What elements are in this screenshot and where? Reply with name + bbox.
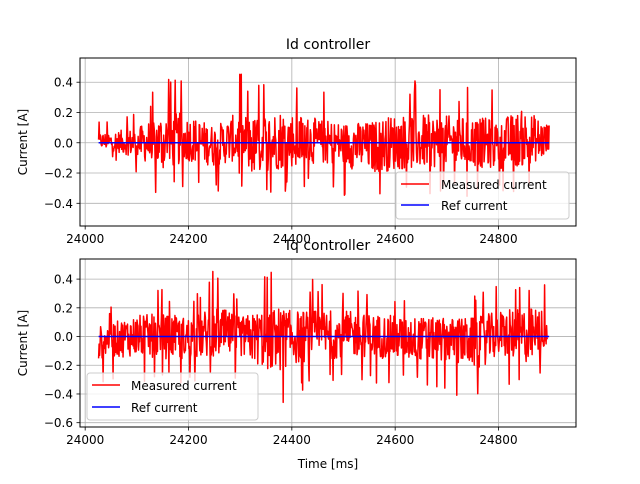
legend: Measured current Ref current [86, 372, 259, 421]
y-axis-label: Current [A] [16, 109, 30, 175]
legend: Measured current Ref current [395, 171, 570, 220]
x-tick-label: 24600 [376, 232, 414, 246]
measured-current-line [97, 73, 550, 197]
iq-controller-plot: 24000 24200 24400 24600 24800 0.4 0.2 0.0 −0.2 −0… [16, 238, 577, 471]
x-tick-label: 24000 [66, 232, 104, 246]
plot-title: Iq controller [286, 238, 370, 254]
data-lines [97, 270, 550, 404]
y-axis-label: Current [A] [16, 310, 30, 376]
plot-title: Id controller [286, 37, 370, 53]
legend-ref-label: Ref current [131, 401, 198, 415]
x-tick-label: 24000 [66, 433, 104, 447]
x-tick-label: 24800 [479, 232, 517, 246]
y-tick-label: −0.4 [44, 387, 73, 401]
y-tick-label: −0.2 [44, 167, 73, 181]
x-tick-label: 24200 [169, 433, 207, 447]
x-tick-label: 24600 [376, 433, 414, 447]
legend-ref-label: Ref current [441, 199, 508, 213]
y-tick-label: 0.0 [54, 330, 73, 344]
y-tick-label: 0.4 [54, 76, 73, 90]
axes-frame [79, 258, 577, 428]
measured-current-line [97, 270, 549, 404]
axes-frame [79, 57, 577, 227]
y-tick-label: −0.4 [44, 197, 73, 211]
x-tick-label: 24400 [273, 232, 311, 246]
x-tick-label: 24400 [273, 433, 311, 447]
x-tick-label: 24200 [169, 232, 207, 246]
ticks: 24000 24200 24400 24600 24800 0.4 0.2 0.0 −0.2 −0… [44, 76, 518, 246]
legend-box [395, 171, 570, 220]
id-controller-plot: Id controller 24000 24200 24400 24600 24800 0… [16, 37, 577, 246]
y-tick-label: −0.6 [44, 416, 73, 430]
data-lines [97, 73, 550, 197]
legend-box [86, 372, 259, 421]
y-tick-label: 0.4 [54, 273, 73, 287]
y-tick-label: 0.0 [54, 136, 73, 150]
x-axis-label: Time [ms] [297, 457, 359, 471]
y-tick-label: 0.2 [54, 106, 73, 120]
x-tick-label: 24800 [479, 433, 517, 447]
legend-measured-label: Measured current [131, 379, 237, 393]
ticks: 24000 24200 24400 24600 24800 0.4 0.2 0.0 −0.2 −0… [44, 273, 518, 447]
y-tick-label: 0.2 [54, 301, 73, 315]
y-tick-label: −0.2 [44, 359, 73, 373]
legend-measured-label: Measured current [441, 178, 547, 192]
